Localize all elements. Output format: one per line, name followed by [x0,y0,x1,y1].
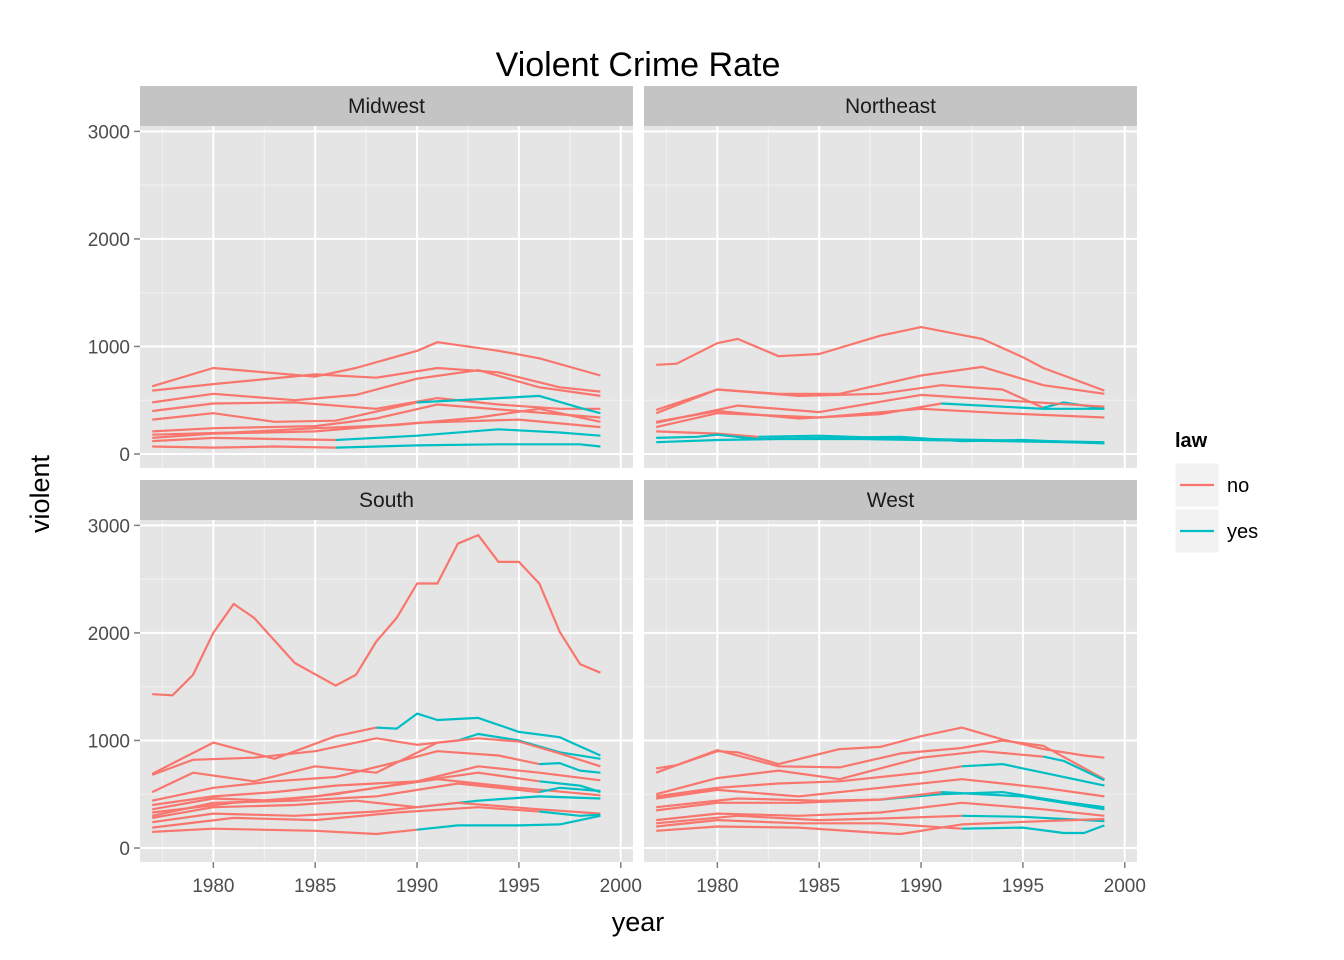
series-line-no [656,765,962,798]
series-line-no [151,737,601,794]
series-line-no [152,436,336,443]
plot-background [644,520,1137,862]
facet-strip-label: West [867,489,915,512]
series-line-no [152,366,601,393]
x-tick-label: 1980 [192,876,234,897]
series-line-yes [417,394,601,415]
x-tick-label: 1985 [294,876,336,897]
series-line-yes [539,786,601,794]
facet-panels: Midwest 0 1000 2000 3000 Northeast South 0 1000 2… [88,86,1146,897]
x-tick-label: 2000 [600,876,642,897]
series-line-yes [416,814,601,831]
series-line-no [655,739,1105,781]
y-tick-label: 0 [119,839,130,860]
x-tick-label: 1990 [396,876,438,897]
series-line-no [656,801,1105,822]
series-line-yes [880,790,1105,809]
series-line-yes [539,810,601,817]
x-axis-title: year [612,907,665,937]
series-line-no [152,397,601,413]
x-tick-label: 1985 [798,876,840,897]
y-tick-label: 2000 [88,230,130,251]
series-line-no [151,726,377,775]
y-tick-label: 3000 [88,516,130,537]
series-line-no [656,430,759,438]
series-line-no [152,533,601,697]
legend: law no yes [1174,430,1258,554]
series-line-no [152,369,601,404]
series-line-yes [656,437,1105,445]
series-line-no [656,817,1105,836]
series-line-no [152,445,336,449]
x-tick-label: 1995 [498,876,540,897]
legend-title: law [1175,430,1208,452]
series-line-no [152,765,601,807]
facet-strip-label: South [359,489,414,512]
y-tick-label: 1000 [88,337,130,358]
panel-west: West 1980 1985 1990 1995 2000 [644,480,1146,897]
series-line-yes [539,761,601,774]
series-line-yes [376,712,601,757]
facet-strip [644,480,1137,520]
facet-strip-label: Northeast [845,95,936,118]
facet-strip [140,86,633,126]
y-tick-label: 2000 [88,624,130,645]
legend-label-no: no [1227,475,1249,497]
series-line-yes [335,443,601,449]
x-tick-label: 1990 [900,876,942,897]
series-line-no [151,737,458,776]
series-line-no [656,818,962,830]
series-line-no [656,778,1105,800]
facet-strip [140,480,633,520]
series-line-yes [941,791,1105,811]
series-line-no [152,799,418,819]
series-line-no [151,341,601,388]
series-line-no [152,401,418,423]
series-line-no [655,393,1105,424]
series-line-no [655,750,1044,796]
chart-title: Violent Crime Rate [496,46,781,84]
series-line-no [151,782,540,817]
series-line-no [152,418,601,439]
series-line-no [655,384,1044,415]
panel-midwest: Midwest 0 1000 2000 3000 [88,86,633,468]
panel-south: South 0 1000 2000 3000 1980 1985 1990 1995 2000 [88,480,642,897]
series-line-no [656,814,962,825]
y-axis-title: violent [25,454,55,533]
legend-label-yes: yes [1227,521,1258,543]
series-line-yes [941,402,1105,410]
facet-strip [644,86,1137,126]
x-tick-label: 1980 [696,876,738,897]
series-line-yes [961,824,1105,835]
x-tick-label: 2000 [1104,876,1146,897]
series-line-yes [961,762,1105,787]
y-tick-label: 1000 [88,731,130,752]
panel-northeast: Northeast [644,86,1137,468]
series-line-no [152,827,418,836]
series-line-no [152,806,540,829]
series-line-no [656,326,1105,392]
series-line-yes [1043,755,1105,782]
series-line-no [655,407,1105,429]
y-tick-label: 3000 [88,122,130,143]
series-line-yes [335,428,601,442]
y-tick-label: 0 [119,445,130,466]
x-tick-label: 1995 [1002,876,1044,897]
series-line-no [656,791,942,812]
series-line-no [152,801,601,824]
facet-strip-label: Midwest [348,95,425,118]
series-line-no [151,750,540,802]
